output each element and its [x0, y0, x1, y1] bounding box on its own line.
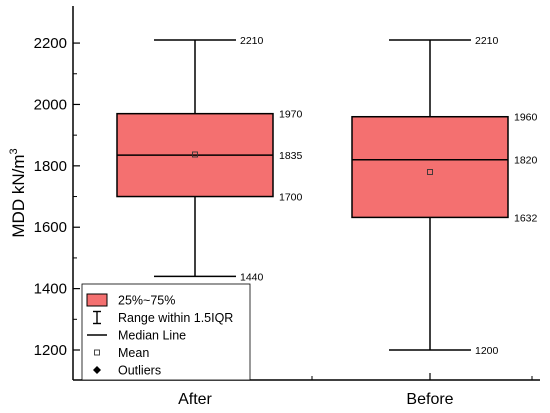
mean-marker	[192, 151, 198, 158]
legend-label: Outliers	[118, 364, 161, 378]
legend-label: Mean	[118, 346, 149, 360]
max-label: 2210	[240, 35, 264, 47]
legend-label: Range within 1.5IQR	[118, 311, 233, 325]
max-label: 2210	[475, 35, 499, 47]
y-axis-title-text: MDD kN/m	[9, 155, 28, 238]
box-after: 2210 1970 1835 1700 1440	[116, 35, 303, 283]
legend-box-swatch	[86, 293, 108, 307]
q3-label: 1960	[514, 112, 538, 124]
y-axis-label: MDD kN/m3	[8, 148, 28, 237]
legend-mean-swatch	[94, 349, 100, 356]
legend-label: 25%~75%	[118, 294, 175, 308]
legend-frame	[81, 283, 251, 381]
iqr-box	[351, 115, 509, 219]
y-tick-label: 1400	[34, 281, 67, 298]
x-tick-label: After	[178, 391, 212, 408]
box-before: 2210 1960 1820 1632 1200	[351, 35, 538, 357]
legend-label: Median Line	[118, 329, 186, 343]
mean-marker	[427, 169, 433, 175]
y-tick-label: 1800	[34, 158, 67, 175]
legend: 25%~75% Range within 1.5IQR Median Line Mea…	[81, 283, 251, 381]
q1-label: 1632	[514, 212, 538, 224]
y-tick-label: 2000	[34, 96, 67, 113]
y-axis-title: MDD kN/m3	[8, 148, 28, 237]
boxes: 2210 1970 1835 1700 1440 2210 1960 1820 1632 1200	[116, 35, 538, 357]
y-axis-title-superscript: 3	[8, 148, 20, 154]
x-tick-label: Before	[406, 391, 453, 408]
q3-label: 1970	[279, 109, 303, 121]
y-tick-label: 2200	[34, 35, 67, 52]
median-label: 1820	[514, 155, 538, 167]
y-tick-label: 1200	[34, 342, 67, 359]
y-tick-label: 1600	[34, 219, 67, 236]
q1-label: 1700	[279, 192, 303, 204]
median-label: 1835	[279, 150, 303, 162]
legend-outlier-swatch	[93, 366, 101, 374]
min-label: 1200	[475, 345, 499, 357]
min-label: 1440	[240, 271, 264, 283]
